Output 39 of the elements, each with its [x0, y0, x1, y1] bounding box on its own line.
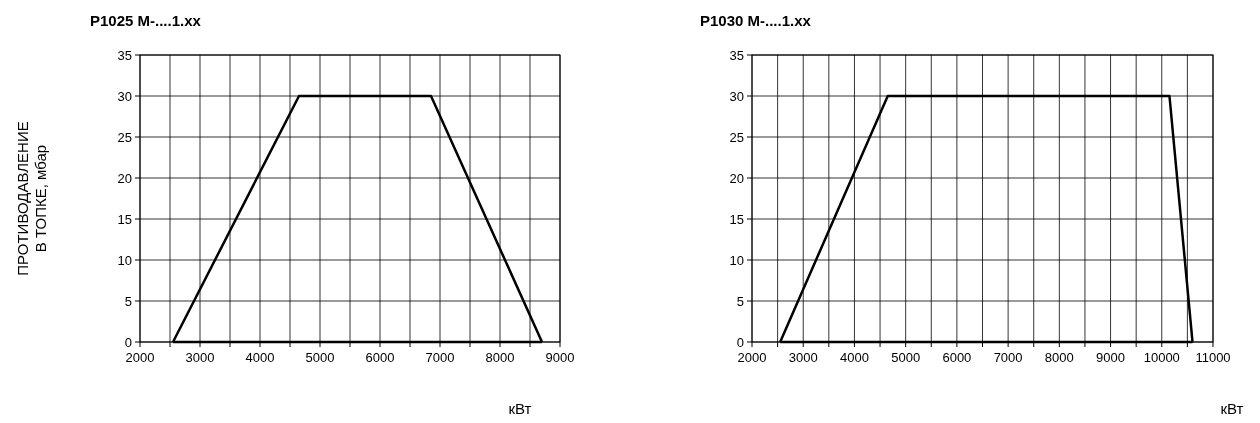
x-tick-label: 3000	[788, 350, 818, 365]
y-tick-label: 35	[117, 47, 132, 63]
y-tick-label: 20	[729, 170, 744, 186]
y-tick-label: 5	[124, 293, 132, 309]
x-tick-label: 3000	[185, 350, 215, 365]
x-tick-label: 4000	[245, 350, 275, 365]
x-tick-label: 6000	[365, 350, 395, 365]
y-tick-label: 15	[729, 211, 744, 227]
x-tick-label: 7000	[993, 350, 1023, 365]
y-tick-label: 35	[729, 47, 744, 63]
y-tick-label: 20	[117, 170, 132, 186]
chart-title: P1030 M-....1.xx	[700, 12, 812, 29]
x-tick-label: 2000	[737, 350, 767, 365]
x-tick-label: 7000	[425, 350, 455, 365]
y-tick-label: 25	[729, 129, 744, 145]
y-tick-label: 10	[117, 252, 132, 268]
y-tick-label: 0	[736, 334, 744, 350]
x-tick-label: 9000	[1096, 350, 1126, 365]
x-tick-label: 8000	[1044, 350, 1074, 365]
x-tick-label: 9000	[545, 350, 575, 365]
y-tick-label: 5	[736, 293, 744, 309]
y-axis-title: ПРОТИВОДАВЛЕНИЕ В ТОПКЕ, мбар	[14, 121, 49, 276]
y-tick-label: 30	[729, 88, 744, 104]
x-tick-label: 6000	[942, 350, 972, 365]
y-tick-label: 25	[117, 129, 132, 145]
x-tick-label: 5000	[305, 350, 335, 365]
y-tick-label: 30	[117, 88, 132, 104]
y-tick-label: 10	[729, 252, 744, 268]
x-tick-label: 11000	[1195, 350, 1231, 365]
x-tick-label: 8000	[485, 350, 515, 365]
x-tick-label: 5000	[891, 350, 921, 365]
chart-title: P1025 M-....1.xx	[90, 12, 202, 29]
y-tick-label: 0	[124, 334, 132, 350]
x-tick-label: 10000	[1143, 350, 1180, 365]
x-axis-title: кВт	[508, 400, 532, 417]
x-tick-label: 4000	[839, 350, 869, 365]
y-tick-label: 15	[117, 211, 132, 227]
x-axis-title: кВт	[1220, 400, 1244, 417]
x-tick-label: 2000	[125, 350, 155, 365]
